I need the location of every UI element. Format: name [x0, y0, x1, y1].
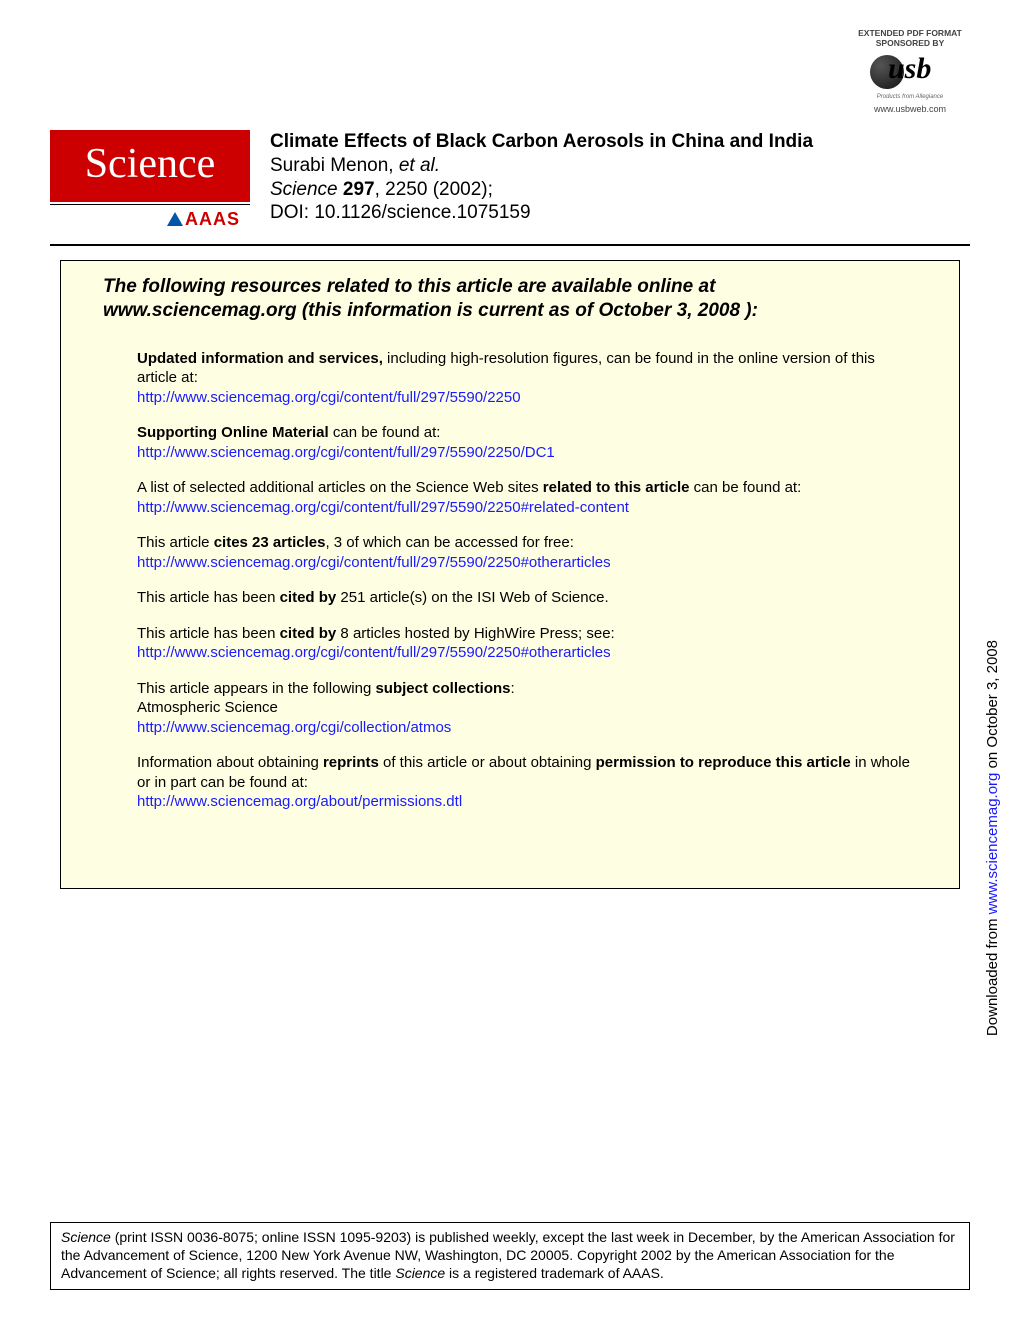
header-row: Science AAAS Climate Effects of Black Ca… — [50, 130, 970, 232]
article-title: Climate Effects of Black Carbon Aerosols… — [270, 130, 970, 154]
res-subject-post: : — [511, 680, 515, 697]
res-subject: This article appears in the following su… — [137, 679, 917, 738]
header-divider — [50, 244, 970, 246]
res-reprints: Information about obtaining reprints of … — [137, 753, 917, 812]
aaas-triangle-icon — [167, 212, 183, 226]
authors-lead: Surabi Menon, — [270, 155, 399, 176]
res-cites-link[interactable]: http://www.sciencemag.org/cgi/content/fu… — [137, 554, 611, 571]
res-cited-isi-post: 251 article(s) on the ISI Web of Science… — [336, 589, 608, 606]
res-updated-strong: Updated information and services, — [137, 350, 383, 367]
journal-name: Science — [270, 179, 338, 200]
sponsor-line1: EXTENDED PDF FORMAT — [850, 28, 970, 38]
res-updated: Updated information and services, includ… — [137, 349, 917, 408]
res-cited-hw-strong: cited by — [280, 625, 337, 642]
sponsor-url[interactable]: www.usbweb.com — [850, 104, 970, 114]
res-updated-link[interactable]: http://www.sciencemag.org/cgi/content/fu… — [137, 389, 521, 406]
footer-journal1: Science — [61, 1229, 111, 1245]
res-som: Supporting Online Material can be found … — [137, 423, 917, 462]
aaas-bar: AAAS — [50, 204, 250, 232]
res-related: A list of selected additional articles o… — [137, 478, 917, 517]
resources-box: The following resources related to this … — [60, 260, 960, 889]
sponsor-line2: SPONSORED BY — [850, 38, 970, 48]
res-cited-isi-strong: cited by — [280, 589, 337, 606]
authors-etal: et al. — [399, 155, 440, 176]
sidetext-link[interactable]: www.sciencemag.org — [984, 773, 1001, 915]
res-cited-hw: This article has been cited by 8 article… — [137, 624, 917, 663]
article-journal-line: Science 297, 2250 (2002); — [270, 178, 970, 202]
article-doi: DOI: 10.1126/science.1075159 — [270, 201, 970, 225]
res-reprints-link[interactable]: http://www.sciencemag.org/about/permissi… — [137, 793, 462, 810]
res-reprints-pre: Information about obtaining — [137, 754, 323, 771]
journal-pages: , 2250 (2002); — [375, 179, 493, 200]
sponsor-logo: usb — [870, 52, 950, 92]
res-cited-hw-pre: This article has been — [137, 625, 280, 642]
res-subject-pre: This article appears in the following — [137, 680, 375, 697]
res-cited-isi-pre: This article has been — [137, 589, 280, 606]
article-authors: Surabi Menon, et al. — [270, 154, 970, 178]
res-subject-link[interactable]: http://www.sciencemag.org/cgi/collection… — [137, 719, 451, 736]
res-related-link[interactable]: http://www.sciencemag.org/cgi/content/fu… — [137, 499, 629, 516]
aaas-label: AAAS — [185, 209, 240, 229]
res-reprints-strong2: permission to reproduce this article — [596, 754, 851, 771]
res-related-post: can be found at: — [690, 479, 802, 496]
res-related-pre: A list of selected additional articles o… — [137, 479, 543, 496]
sidetext-post: on October 3, 2008 — [984, 640, 1001, 773]
res-som-rest: can be found at: — [329, 424, 441, 441]
resources-heading-line1: The following resources related to this … — [103, 276, 715, 297]
journal-volume: 297 — [343, 179, 375, 200]
res-cited-hw-post: 8 articles hosted by HighWire Press; see… — [336, 625, 614, 642]
resources-body: Updated information and services, includ… — [137, 349, 917, 812]
sponsor-tagline: Products from Allegiance — [850, 94, 970, 100]
res-cited-isi: This article has been cited by 251 artic… — [137, 588, 917, 608]
res-subject-strong: subject collections — [375, 680, 510, 697]
res-cites-strong: cites 23 articles — [214, 534, 326, 551]
res-cites-post: , 3 of which can be accessed for free: — [325, 534, 573, 551]
science-logo: Science — [50, 130, 250, 204]
res-cites: This article cites 23 articles, 3 of whi… — [137, 533, 917, 572]
resources-heading-line2: www.sciencemag.org (this information is … — [103, 300, 758, 321]
resources-heading: The following resources related to this … — [103, 275, 917, 323]
footer-part2: is a registered trademark of AAAS. — [445, 1265, 664, 1281]
science-badge: Science AAAS — [50, 130, 250, 232]
res-reprints-strong1: reprints — [323, 754, 379, 771]
citation-block: Climate Effects of Black Carbon Aerosols… — [270, 130, 970, 225]
res-cited-hw-link[interactable]: http://www.sciencemag.org/cgi/content/fu… — [137, 644, 611, 661]
downloaded-from-sidetext: Downloaded from www.sciencemag.org on Oc… — [984, 640, 1001, 1036]
res-reprints-mid: of this article or about obtaining — [379, 754, 596, 771]
sidetext-pre: Downloaded from — [984, 914, 1001, 1036]
sponsor-brand-text: usb — [888, 52, 931, 86]
footer-journal2: Science — [395, 1265, 445, 1281]
res-related-strong: related to this article — [543, 479, 690, 496]
res-som-link[interactable]: http://www.sciencemag.org/cgi/content/fu… — [137, 444, 555, 461]
res-som-strong: Supporting Online Material — [137, 424, 329, 441]
res-cites-pre: This article — [137, 534, 214, 551]
footer-box: Science (print ISSN 0036-8075; online IS… — [50, 1222, 970, 1290]
res-subject-collection: Atmospheric Science — [137, 698, 917, 718]
sponsor-block: EXTENDED PDF FORMAT SPONSORED BY usb Pro… — [850, 28, 970, 114]
